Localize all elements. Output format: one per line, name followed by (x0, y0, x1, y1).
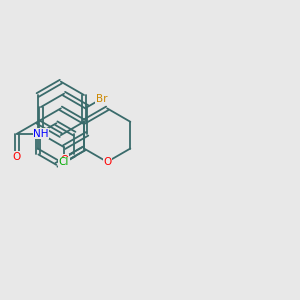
Text: NH: NH (33, 129, 49, 139)
Text: O: O (60, 155, 68, 165)
Text: O: O (103, 157, 111, 167)
Text: O: O (13, 152, 21, 161)
Text: Cl: Cl (59, 157, 69, 167)
Text: Br: Br (96, 94, 107, 104)
